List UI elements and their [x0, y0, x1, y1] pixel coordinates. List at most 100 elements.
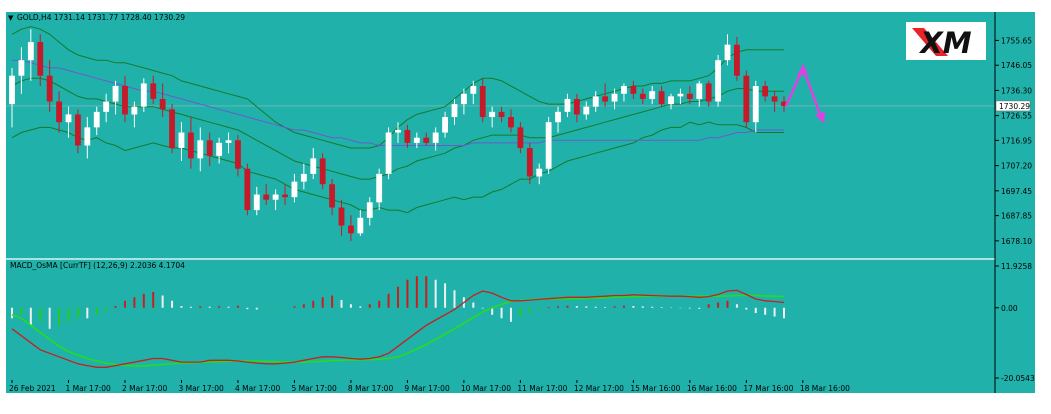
- candle-body: [686, 93, 693, 99]
- candle-body: [206, 140, 213, 156]
- time-axis[interactable]: 26 Feb 2021 1 Mar 17:00 2 Mar 17:00 3 Mar 1…: [9, 380, 850, 393]
- candle: [423, 132, 430, 146]
- candle: [743, 70, 750, 128]
- candle-body: [338, 207, 345, 226]
- price-tick-label: 1707.20: [1001, 162, 1032, 171]
- candle-body: [696, 83, 703, 99]
- candle: [573, 93, 580, 123]
- candle: [621, 83, 627, 102]
- candle: [348, 215, 354, 242]
- candle: [686, 86, 693, 105]
- time-tick-label: 26 Feb 2021: [9, 384, 56, 393]
- candle-body: [526, 148, 533, 177]
- candles: [9, 29, 787, 242]
- candle-body: [781, 101, 787, 106]
- candle-body: [395, 129, 401, 133]
- candle: [583, 101, 590, 120]
- candle: [404, 124, 411, 149]
- candle-body: [366, 202, 373, 218]
- time-tick-label: 16 Mar 16:00: [687, 384, 737, 393]
- candle: [639, 88, 646, 105]
- candle: [65, 106, 72, 138]
- plot-background: [6, 12, 995, 393]
- candle: [357, 210, 364, 236]
- candle: [159, 83, 166, 118]
- candle: [37, 34, 44, 87]
- candle-body: [592, 96, 599, 107]
- candle: [56, 91, 62, 133]
- time-tick-label: 17 Mar 16:00: [743, 384, 793, 393]
- price-axis-background: [995, 12, 1035, 393]
- time-axis-background: [6, 380, 995, 393]
- candle-body: [131, 106, 138, 115]
- candle: [677, 88, 684, 105]
- candle: [752, 80, 759, 133]
- candle-body: [734, 44, 740, 76]
- candle-body: [291, 181, 298, 198]
- candle: [432, 127, 439, 151]
- candle-body: [319, 158, 326, 185]
- candle-body: [573, 98, 580, 115]
- candle: [310, 148, 317, 180]
- candle-body: [705, 83, 712, 102]
- candle-body: [357, 217, 364, 234]
- candle: [451, 98, 458, 125]
- collapse-triangle-icon[interactable]: ▼: [8, 14, 14, 22]
- price-tick-label: 1726.55: [1001, 112, 1032, 121]
- candle: [649, 86, 656, 105]
- candle: [526, 142, 533, 185]
- candle-body: [413, 137, 420, 143]
- price-tick-label: 1687.85: [1001, 212, 1032, 221]
- candle: [103, 93, 110, 123]
- candle: [9, 67, 15, 128]
- candle-body: [159, 98, 166, 110]
- candle: [74, 109, 81, 154]
- macd-axis[interactable]: 11.9258 0.00 -20.0543: [995, 262, 1035, 383]
- time-tick-label: 12 Mar 17:00: [574, 384, 624, 393]
- candle-body: [84, 127, 91, 146]
- current-price-label: 1730.29: [999, 102, 1030, 111]
- candle: [413, 132, 420, 149]
- candle-body: [272, 194, 279, 200]
- time-tick-label: 15 Mar 16:00: [630, 384, 680, 393]
- candle: [263, 184, 270, 205]
- candle: [282, 184, 288, 205]
- candle: [329, 179, 336, 216]
- candle: [498, 106, 505, 123]
- candle-body: [498, 111, 505, 118]
- candle-body: [112, 86, 119, 102]
- candle: [602, 83, 609, 107]
- candle-body: [583, 106, 590, 115]
- candle: [225, 132, 232, 154]
- price-tick-label: 1746.05: [1001, 61, 1032, 70]
- price-axis[interactable]: 1755.65 1746.05 1736.30 1726.55 1716.95 1707.…: [995, 36, 1032, 246]
- candle-body: [178, 132, 185, 149]
- candle-body: [602, 96, 609, 102]
- candle-body: [639, 93, 646, 99]
- candle: [564, 93, 571, 118]
- candle-body: [508, 117, 514, 128]
- candle-body: [545, 122, 552, 169]
- candle: [781, 96, 787, 112]
- candle: [705, 80, 712, 107]
- candle-body: [65, 114, 72, 123]
- candle-body: [225, 140, 232, 143]
- candle-body: [611, 93, 618, 102]
- candle-body: [479, 86, 486, 118]
- candle-body: [187, 132, 194, 159]
- candle: [479, 78, 486, 123]
- candle-body: [630, 86, 637, 94]
- macd-tick-label: 0.00: [1001, 304, 1018, 313]
- candle: [187, 117, 194, 169]
- candle: [18, 47, 25, 94]
- candle: [338, 199, 345, 236]
- candle: [169, 104, 175, 154]
- candle: [517, 122, 524, 154]
- forecast-arrow-up-head: [797, 63, 808, 76]
- indicator-label: MACD_OsMA [CurrTF] (12,26,9) 2.2036 4.17…: [10, 261, 185, 270]
- candle-body: [715, 60, 722, 102]
- candle-body: [385, 132, 392, 174]
- candle-body: [432, 132, 439, 143]
